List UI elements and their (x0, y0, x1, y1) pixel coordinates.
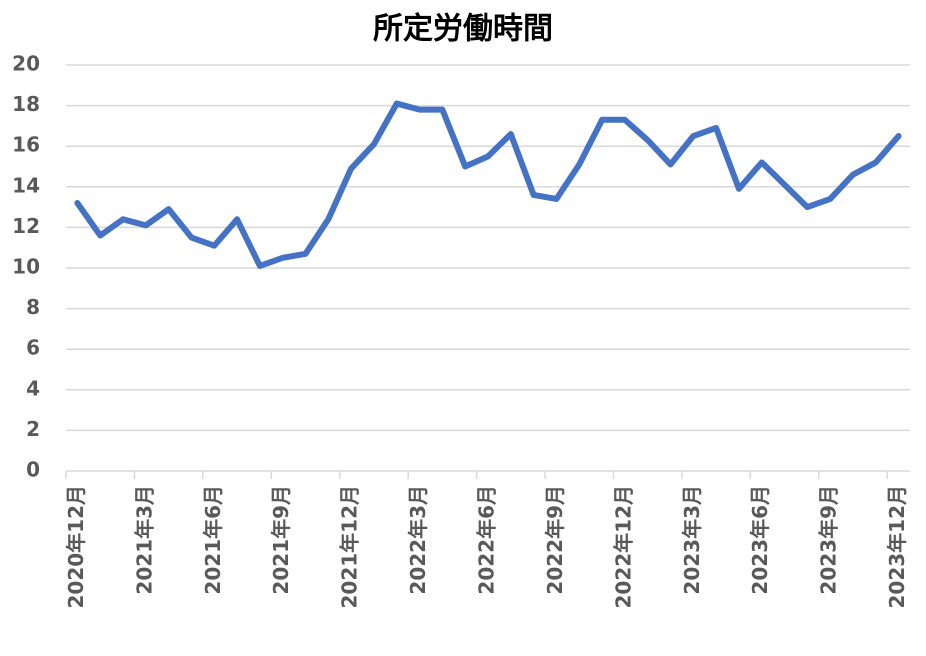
x-tick-label: 2022年9月 (543, 485, 567, 595)
y-tick-label: 6 (26, 336, 40, 360)
x-tick-label: 2022年3月 (406, 485, 430, 595)
y-tick-label: 20 (12, 52, 40, 76)
x-tick-label: 2022年12月 (611, 485, 635, 609)
y-tick-label: 16 (12, 133, 40, 157)
y-tick-label: 18 (12, 92, 40, 116)
y-tick-label: 10 (12, 255, 40, 279)
x-tick-label: 2021年12月 (338, 485, 362, 609)
y-tick-label: 12 (12, 214, 40, 238)
x-tick-label: 2023年6月 (748, 485, 772, 595)
chart-title: 所定労働時間 (373, 12, 553, 47)
y-tick-label: 0 (26, 458, 40, 482)
x-tick-label: 2021年3月 (132, 485, 156, 595)
x-tick-label: 2023年3月 (680, 485, 704, 595)
x-tick-label: 2022年6月 (475, 485, 499, 595)
x-tick-label: 2021年6月 (201, 485, 225, 595)
y-tick-label: 4 (26, 376, 40, 400)
x-tick-label: 2023年12月 (885, 485, 909, 609)
x-tick-label: 2021年9月 (269, 485, 293, 595)
x-tick-label: 2023年9月 (817, 485, 841, 595)
line (74, 100, 902, 269)
y-tick-label: 8 (26, 295, 40, 319)
y-tick-label: 14 (12, 173, 40, 197)
x-tick-label: 2020年12月 (64, 485, 88, 609)
y-tick-label: 2 (26, 417, 40, 441)
